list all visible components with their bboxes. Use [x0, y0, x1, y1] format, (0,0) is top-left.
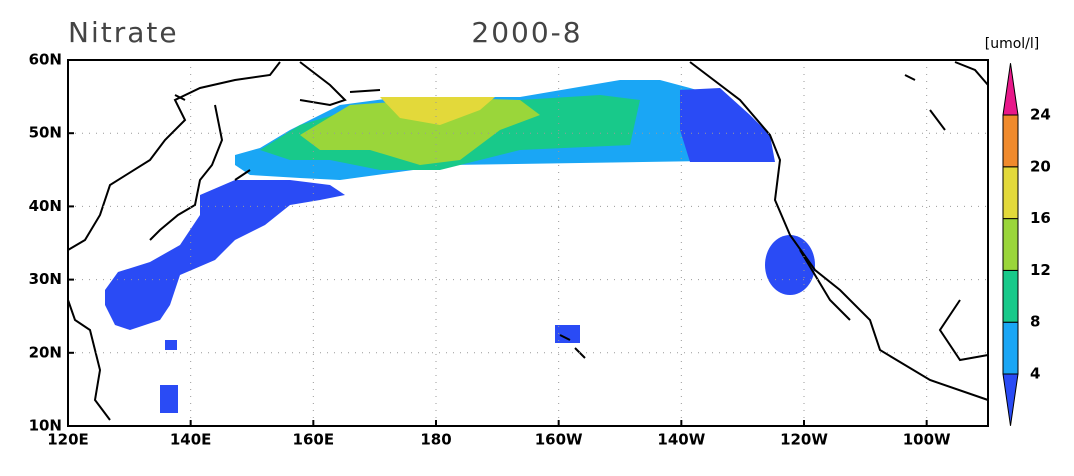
y-tick-label: 10N: [29, 417, 62, 435]
nitrate-field: [105, 80, 815, 413]
colorbar-arrow-low: [1002, 373, 1019, 426]
y-tick-label: 40N: [29, 197, 62, 215]
date: 2000-8: [471, 16, 582, 49]
x-tick-label: 100W: [903, 431, 951, 449]
x-tick-label: 140W: [657, 431, 705, 449]
colorbar-segment: [1002, 114, 1019, 168]
colorbar-label: 16: [1030, 209, 1051, 227]
colorbar-segment: [1002, 269, 1019, 323]
y-tick-label: 20N: [29, 343, 62, 361]
y-tick-label: 50N: [29, 124, 62, 142]
colorbar-segment: [1002, 166, 1019, 220]
x-tick-label: 120W: [780, 431, 828, 449]
colorbar-segment: [1002, 321, 1019, 375]
x-tick-label: 160E: [293, 431, 335, 449]
y-tick-label: 30N: [29, 270, 62, 288]
colorbar-arrow-high: [1002, 63, 1019, 116]
colorbar-label: 20: [1030, 157, 1051, 175]
coastlines: [67, 61, 989, 421]
x-tick-label: 140E: [170, 431, 212, 449]
x-tick-label: 160W: [535, 431, 583, 449]
x-tick-label: 180: [420, 431, 451, 449]
title: Nitrate: [68, 16, 179, 49]
x-tick-label: 120E: [47, 431, 89, 449]
colorbar-label: 4: [1030, 365, 1040, 383]
colorbar-segment: [1002, 218, 1019, 271]
colorbar-label: 8: [1030, 313, 1040, 331]
colorbar-label: 24: [1030, 106, 1051, 124]
colorbar-unit: [umol/l]: [985, 36, 1040, 52]
y-tick-label: 60N: [29, 51, 62, 69]
map-frame: [67, 59, 989, 427]
colorbar-label: 12: [1030, 261, 1051, 279]
